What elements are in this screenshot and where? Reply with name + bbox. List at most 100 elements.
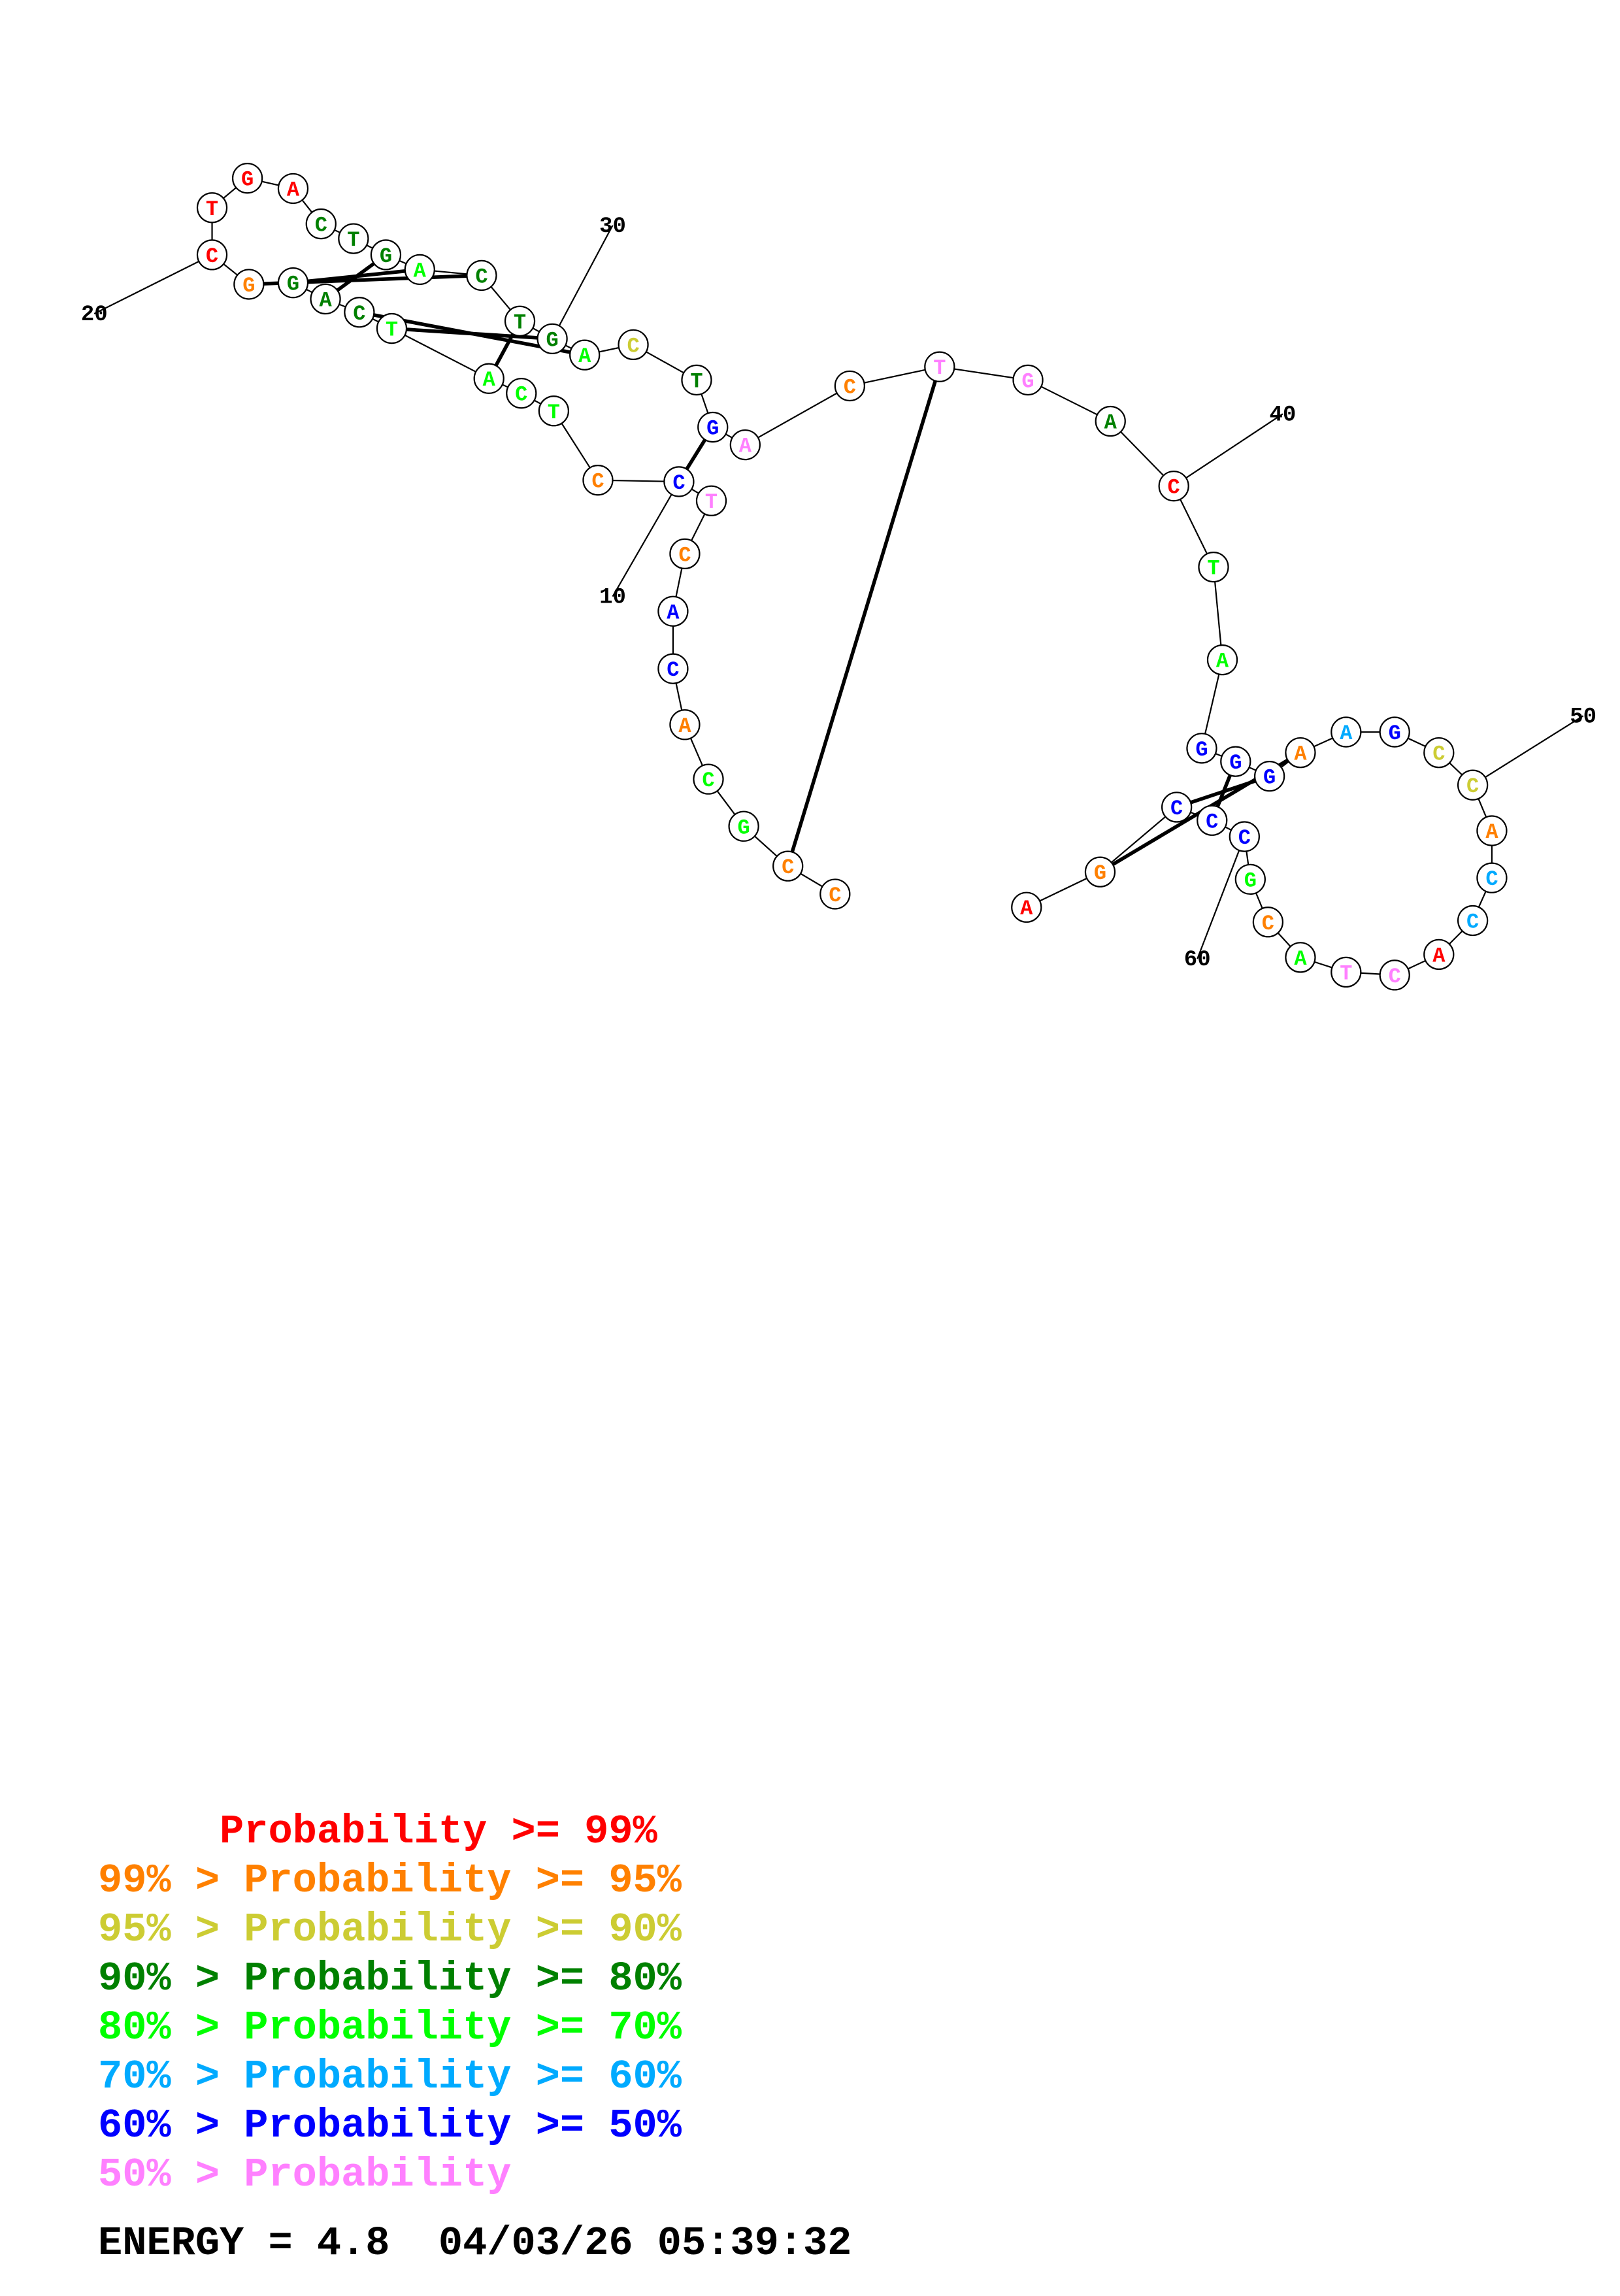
nucleotide-circle (344, 297, 375, 328)
nucleotide-base: A (1485, 820, 1498, 844)
nucleotide: T (538, 395, 570, 427)
base-pair-bond (307, 269, 406, 284)
nucleotide: T (1331, 956, 1362, 988)
nucleotide-base: C (1206, 810, 1218, 834)
nucleotide-base: C (667, 658, 679, 682)
nucleotide-circle (537, 323, 568, 354)
backbone-lines (211, 177, 1493, 976)
nucleotide-base: A (1104, 411, 1117, 435)
nucleotide: A (277, 173, 309, 205)
nucleotide-base: C (782, 856, 794, 880)
nucleotide: A (1423, 939, 1455, 970)
nucleotide-circle (1229, 821, 1260, 852)
nucleotide-circle (404, 254, 435, 286)
nucleotide-circle (657, 653, 689, 684)
nucleotide-base: A (1432, 944, 1446, 968)
nucleotide-base: T (347, 228, 359, 252)
base-pair-bond (685, 439, 707, 471)
nucleotide: C (669, 538, 701, 570)
nucleotide-base: G (287, 273, 299, 297)
position-label: 50 (1570, 705, 1596, 729)
legend-line-2: 99% > Probability >= 95% (98, 1857, 682, 1904)
legend-line-5: 80% > Probability >= 70% (98, 2005, 682, 2051)
nucleotide-circle (669, 538, 701, 570)
nucleotide-circle (506, 378, 537, 409)
nucleotide-base: C (1168, 476, 1180, 500)
nucleotide: T (681, 364, 712, 396)
nucleotide: C (1252, 907, 1284, 938)
nucleotide: A (473, 363, 504, 394)
nucleotide-circle (729, 429, 761, 461)
nucleotide: A (404, 254, 435, 286)
position-tick-line (612, 481, 680, 597)
nucleotide-base: G (1389, 722, 1401, 746)
nucleotide: A (1095, 405, 1126, 437)
nucleotide-circle (663, 466, 695, 497)
nucleotide: C (1379, 959, 1410, 991)
nucleotide-circle (233, 269, 265, 300)
nucleotide-base: T (933, 356, 946, 380)
nucleotide-base: T (705, 490, 718, 514)
nucleotide: G (1084, 856, 1116, 888)
base-pair-bond (790, 380, 937, 853)
nucleotide-base: C (829, 884, 841, 908)
nucleotide-base: A (483, 368, 496, 392)
nucleotide-base: G (1195, 738, 1208, 762)
position-label: 20 (81, 303, 108, 327)
nucleotide: G (1253, 761, 1285, 792)
nucleotide-circle (1285, 737, 1316, 769)
nucleotide-circle (376, 312, 408, 344)
nucleotide: G (728, 810, 759, 842)
position-tick-line (1173, 413, 1283, 487)
nucleotide-base: C (1432, 742, 1445, 767)
nucleotide-circle (196, 239, 228, 271)
legend-line-1: Probability >= 99% (98, 1808, 657, 1855)
nucleotide-base: C (591, 470, 604, 494)
nucleotide-circle (1095, 405, 1126, 437)
nucleotide-circle (1379, 716, 1410, 748)
nucleotide-base: C (1238, 826, 1251, 850)
nucleotide-circle (1186, 733, 1217, 764)
nucleotide-circle (1331, 956, 1362, 988)
nucleotide-circle (310, 283, 341, 315)
nucleotide-base: A (1020, 897, 1033, 921)
nucleotide-circle (277, 173, 309, 205)
nucleotide: G (537, 323, 568, 354)
nucleotide-circle (196, 192, 228, 224)
nucleotide-circle (1206, 644, 1238, 676)
nucleotide-circle (1285, 942, 1316, 973)
nucleotide: A (669, 709, 701, 740)
position-ticks: 10 20 30 40 50 60 (81, 214, 1596, 973)
nucleotide-base: T (1207, 557, 1219, 581)
backbone-segment (744, 385, 850, 446)
nucleotide-base: T (514, 310, 526, 335)
nucleotide-base: C (1262, 912, 1274, 936)
nucleotide: G (233, 269, 265, 300)
nucleotide: A (1476, 815, 1508, 846)
nucleotide-circle (669, 709, 701, 740)
nucleotide-circle (1379, 959, 1410, 991)
nucleotide-circle (1220, 746, 1251, 777)
nucleotide-base: G (1229, 751, 1242, 775)
nucleotide-base: C (1389, 965, 1401, 989)
nucleotide-base: A (739, 435, 752, 459)
nucleotide: G (231, 163, 263, 194)
legend-line-3: 95% > Probability >= 90% (98, 1906, 682, 1953)
nucleotide-circle (1084, 856, 1116, 888)
nucleotide-base: C (206, 244, 218, 269)
legend-line-4: 90% > Probability >= 80% (98, 1955, 682, 2002)
nucleotide: T (196, 192, 228, 224)
nucleotide-base: G (241, 168, 254, 192)
nucleotide-base: C (515, 383, 527, 407)
nucleotide: C (506, 378, 537, 409)
nucleotide-circle (693, 763, 724, 795)
nucleotide-base: A (1340, 722, 1353, 746)
nucleotide-base: A (1294, 947, 1307, 971)
nucleotide: C (1161, 791, 1193, 823)
nucleotide-base: C (702, 769, 714, 793)
nucleotide-circle (924, 351, 955, 382)
nucleotide: G (1220, 746, 1251, 777)
nucleotide-circle (1423, 737, 1455, 769)
nucleotide: G (1186, 733, 1217, 764)
